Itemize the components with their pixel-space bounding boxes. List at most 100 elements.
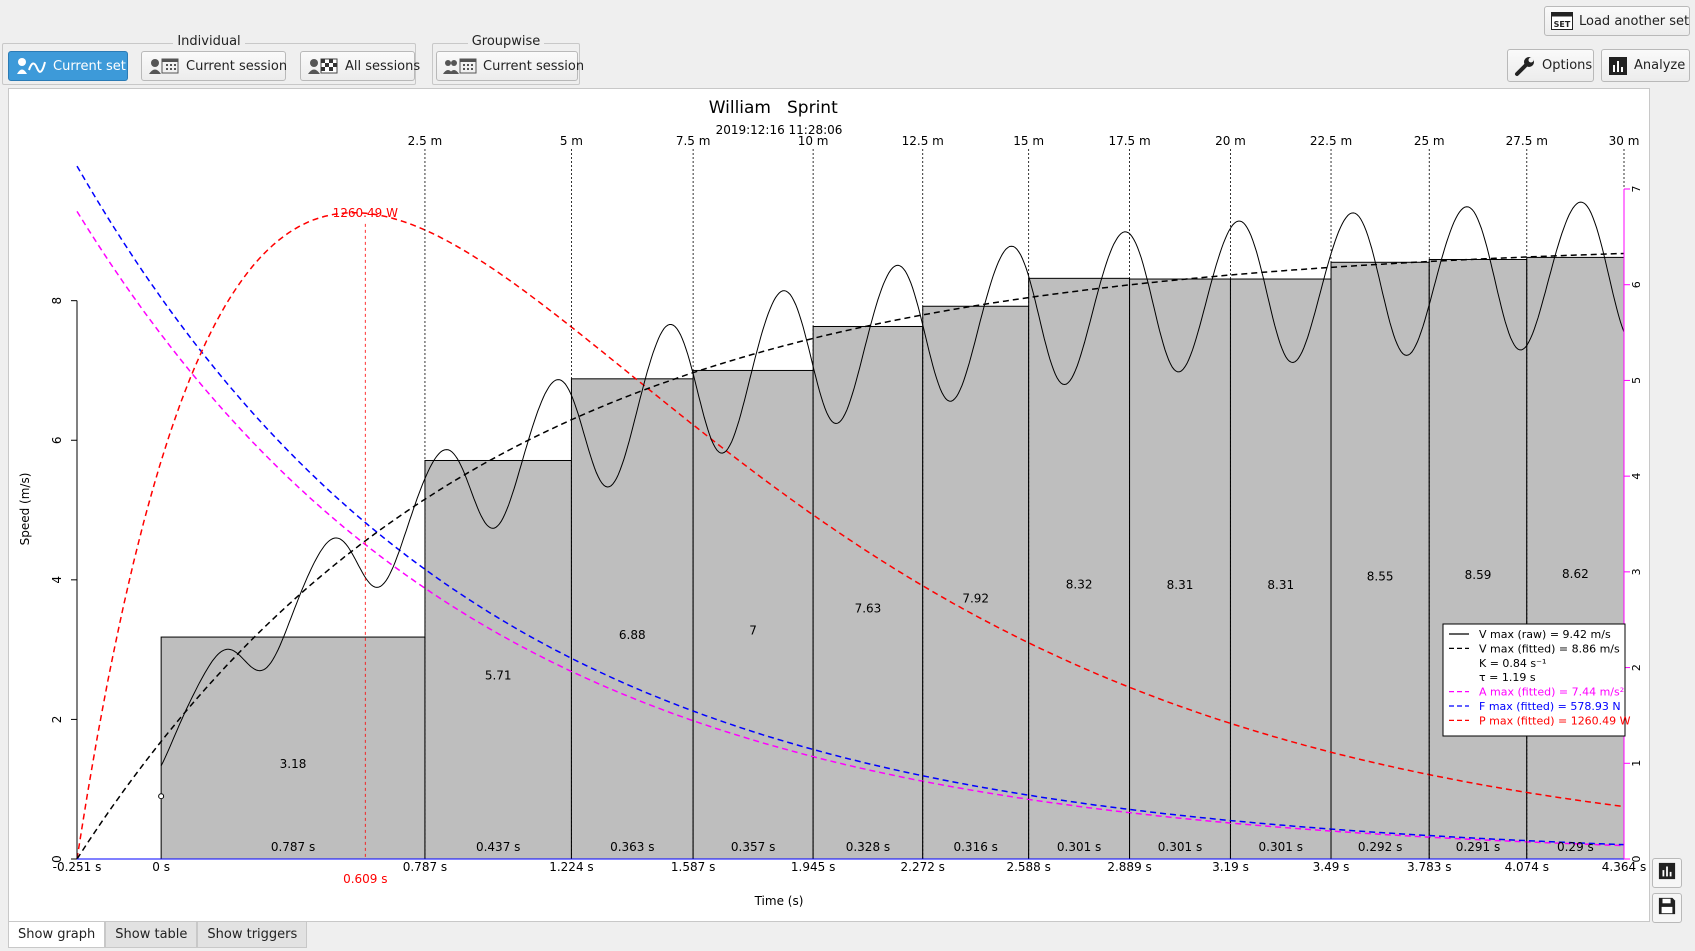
view-tabs: Show graph Show table Show triggers <box>8 922 308 948</box>
groupwise-current-session-label: Current session <box>483 58 585 74</box>
interval-time-label: 0.301 s <box>1259 840 1303 854</box>
bar-value-label: 8.62 <box>1562 567 1589 581</box>
speed-bar <box>812 325 924 860</box>
y-axis-title: Speed (m/s) <box>18 473 32 546</box>
x-tick-label: 0.787 s <box>403 860 447 874</box>
legend-entry: V max (fitted) = 8.86 m/s <box>1479 642 1620 655</box>
interval-time-label: 0.29 s <box>1557 840 1594 854</box>
interval-time-label: 0.357 s <box>731 840 775 854</box>
analyze-button[interactable]: Analyze <box>1601 49 1690 82</box>
speed-bar <box>1428 258 1528 860</box>
individual-group: Individual <box>2 34 416 85</box>
load-another-set-label: Load another set <box>1579 13 1690 29</box>
tab-show-graph[interactable]: Show graph <box>8 922 106 948</box>
interval-time-label: 0.292 s <box>1358 840 1402 854</box>
distance-label: 15 m <box>1013 134 1044 148</box>
interval-time-label: 0.328 s <box>846 840 890 854</box>
distance-label: 10 m <box>798 134 829 148</box>
groupwise-current-session-button[interactable]: Current session <box>436 51 584 81</box>
individual-current-session-label: Current session <box>186 58 288 74</box>
speed-fitted-curve <box>76 252 1625 860</box>
chart-options-button[interactable] <box>1652 858 1682 888</box>
x-tick-label: 4.074 s <box>1505 860 1549 874</box>
x-tick-label: 2.588 s <box>1006 860 1050 874</box>
distance-label: 22.5 m <box>1310 134 1352 148</box>
raw-start-point <box>158 793 165 800</box>
y2-tick-label: 1 <box>1630 760 1643 767</box>
distance-label: 30 m <box>1609 134 1640 148</box>
tab-show-triggers[interactable]: Show triggers <box>197 922 308 948</box>
all-sessions-button[interactable]: All sessions <box>300 51 420 81</box>
individual-current-session-button[interactable]: Current session <box>141 51 288 81</box>
y-tick-label: 4 <box>50 576 64 584</box>
speed-raw-curve <box>160 201 1625 767</box>
pmax-time-label: 0.609 s <box>343 872 387 886</box>
load-another-set-button[interactable]: SET Load another set <box>1544 6 1690 36</box>
y2-tick-label: 2 <box>1630 664 1643 671</box>
y-tick-label: 0 <box>50 855 64 863</box>
distance-label: 7.5 m <box>676 134 711 148</box>
interval-time-label: 0.363 s <box>610 840 654 854</box>
power-fitted-curve <box>76 211 1625 860</box>
bar-chart-icon <box>1608 56 1628 76</box>
bar-value-label: 8.59 <box>1465 568 1492 582</box>
bar-value-label: 8.55 <box>1367 570 1394 584</box>
pmax-label: 1260.49 W <box>333 206 398 220</box>
options-label: Options <box>1542 58 1593 73</box>
save-icon <box>1658 897 1676 919</box>
bar-value-label: 8.31 <box>1167 578 1194 592</box>
save-image-button[interactable] <box>1652 893 1682 923</box>
x-tick-label: 2.272 s <box>901 860 945 874</box>
y-tick-label: 6 <box>50 436 64 444</box>
x-tick-label: 3.49 s <box>1313 860 1350 874</box>
sprint-plot-panel: 3.18 0.787 s 5.71 0.437 s 6.88 0.363 s 7 0.357 … <box>8 88 1650 922</box>
distance-label: 12.5 m <box>902 134 944 148</box>
y2-tick-label: 7 <box>1630 186 1643 193</box>
options-button[interactable]: Options <box>1507 49 1594 82</box>
x-tick-label: 2.889 s <box>1107 860 1151 874</box>
distance-label: 27.5 m <box>1506 134 1548 148</box>
legend-entry: A max (fitted) = 7.44 m/s² <box>1479 686 1624 699</box>
bar-value-label: 3.18 <box>280 757 307 771</box>
legend-entry: P max (fitted) = 1260.49 W <box>1479 714 1631 727</box>
tab-show-table[interactable]: Show table <box>105 922 198 948</box>
y2-tick-label: 0 <box>1630 856 1643 863</box>
x-tick-label: 1.587 s <box>671 860 715 874</box>
current-set-label: Current set <box>53 58 126 74</box>
speed-bar <box>1330 261 1430 860</box>
analyze-label: Analyze <box>1634 58 1686 73</box>
distance-label: 2.5 m <box>408 134 443 148</box>
all-sessions-icon <box>307 56 339 76</box>
distance-label: 5 m <box>560 134 583 148</box>
speed-bar <box>922 305 1030 860</box>
sprint-chart: 3.18 0.787 s 5.71 0.437 s 6.88 0.363 s 7 0.357 … <box>18 98 1646 908</box>
y2-tick-label: 6 <box>1630 281 1643 288</box>
y2-tick-label: 5 <box>1630 377 1643 384</box>
group-session-icon <box>443 56 477 76</box>
individual-group-title: Individual <box>173 34 245 49</box>
distance-label: 20 m <box>1215 134 1246 148</box>
wrench-icon <box>1514 55 1536 77</box>
chart-legend-box <box>1442 623 1626 737</box>
speed-bar <box>1526 256 1625 860</box>
current-set-button[interactable]: Current set <box>8 51 128 81</box>
legend-entry: V max (raw) = 9.42 m/s <box>1479 628 1611 641</box>
chart-title-name: William <box>709 98 771 118</box>
session-calendar-icon <box>148 56 180 76</box>
y-tick-label: 2 <box>50 716 64 724</box>
y2-tick-label: 4 <box>1630 473 1643 480</box>
groupwise-group: Groupwise <box>432 34 580 85</box>
legend-entry: τ = 1.19 s <box>1479 671 1536 684</box>
set-icon: SET <box>1551 12 1573 30</box>
bar-value-label: 7 <box>749 624 757 638</box>
speed-bar <box>1028 277 1131 860</box>
x-tick-label: -0.251 s <box>53 860 102 874</box>
bar-value-label: 7.92 <box>962 592 989 606</box>
speed-bar <box>692 369 814 860</box>
x-tick-label: 3.783 s <box>1407 860 1451 874</box>
speed-bar <box>424 459 572 860</box>
x-tick-label: 0 s <box>152 860 170 874</box>
bar-value-label: 6.88 <box>619 628 646 642</box>
set-icon-text: SET <box>1554 20 1571 29</box>
groupwise-group-title: Groupwise <box>467 34 545 49</box>
